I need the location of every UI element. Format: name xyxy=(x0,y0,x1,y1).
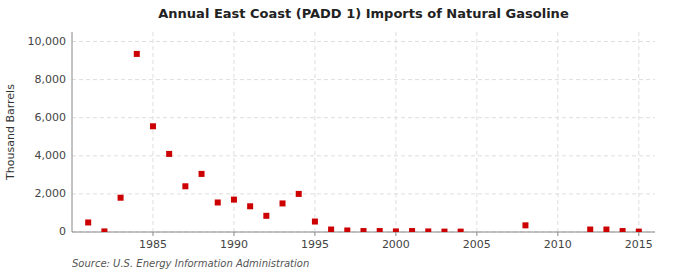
point xyxy=(215,199,221,205)
point xyxy=(522,222,528,228)
x-tick xyxy=(638,232,639,236)
x-tick-label: 2005 xyxy=(463,238,491,251)
point xyxy=(182,183,188,189)
x-tick xyxy=(233,232,234,236)
x-grid-line xyxy=(557,32,558,232)
y-grid-line xyxy=(72,79,655,80)
x-grid-line xyxy=(314,32,315,232)
point xyxy=(166,151,172,157)
axes: 0 2,000 4,000 6,000 8,000 10,000 1985 1990 1995 2… xyxy=(28,32,656,251)
y-axis-label: Thousand Barrels xyxy=(4,84,17,181)
x-tick xyxy=(152,232,153,236)
point xyxy=(587,227,593,232)
point xyxy=(231,197,237,203)
point xyxy=(312,219,318,225)
y-tick-label: 10,000 xyxy=(28,35,67,48)
x-tick-label: 2015 xyxy=(625,238,653,251)
point xyxy=(263,213,269,219)
point xyxy=(393,228,399,232)
point xyxy=(118,195,124,201)
y-grid-line xyxy=(72,41,655,42)
point xyxy=(377,228,383,232)
point xyxy=(134,51,140,57)
point xyxy=(361,228,367,232)
y-tick-label: 2,000 xyxy=(35,187,67,200)
point xyxy=(620,228,626,232)
chart: 0 2,000 4,000 6,000 8,000 10,000 1985 1990 1995 2… xyxy=(0,0,675,275)
point xyxy=(603,227,609,232)
point xyxy=(280,200,286,206)
x-tick xyxy=(395,232,396,236)
points xyxy=(85,51,642,232)
point xyxy=(328,227,334,232)
x-tick-label: 1990 xyxy=(220,238,248,251)
title: Annual East Coast (PADD 1) Imports of Na… xyxy=(158,6,569,21)
annotation: Source: U.S. Energy Information Administ… xyxy=(72,258,309,269)
x-grid-line xyxy=(476,32,477,232)
x-tick-label: 2000 xyxy=(382,238,410,251)
x-tick-label: 1995 xyxy=(301,238,329,251)
y-axis-line xyxy=(72,32,73,232)
point xyxy=(425,228,431,232)
point xyxy=(247,203,253,209)
y-grid-line xyxy=(72,193,655,194)
y-grid-line xyxy=(72,117,655,118)
point xyxy=(85,219,91,225)
y-grid-line xyxy=(72,155,655,156)
x-grid-line xyxy=(152,32,153,232)
x-tick xyxy=(476,232,477,236)
point xyxy=(636,229,642,232)
y-tick-label: 6,000 xyxy=(35,111,67,124)
point xyxy=(441,229,447,232)
x-grid-line xyxy=(395,32,396,232)
x-tick-label: 1985 xyxy=(139,238,167,251)
x-tick xyxy=(314,232,315,236)
point xyxy=(458,229,464,232)
y-tick-label: 0 xyxy=(59,225,66,238)
point xyxy=(344,227,350,232)
y-tick-label: 4,000 xyxy=(35,149,67,162)
x-grid-line xyxy=(638,32,639,232)
point xyxy=(296,191,302,197)
y-tick-label: 8,000 xyxy=(35,73,67,86)
point xyxy=(101,228,107,232)
x-tick-label: 2010 xyxy=(544,238,572,251)
point xyxy=(199,171,205,177)
x-tick xyxy=(557,232,558,236)
point xyxy=(409,228,415,232)
grid xyxy=(72,32,655,232)
point xyxy=(150,123,156,129)
